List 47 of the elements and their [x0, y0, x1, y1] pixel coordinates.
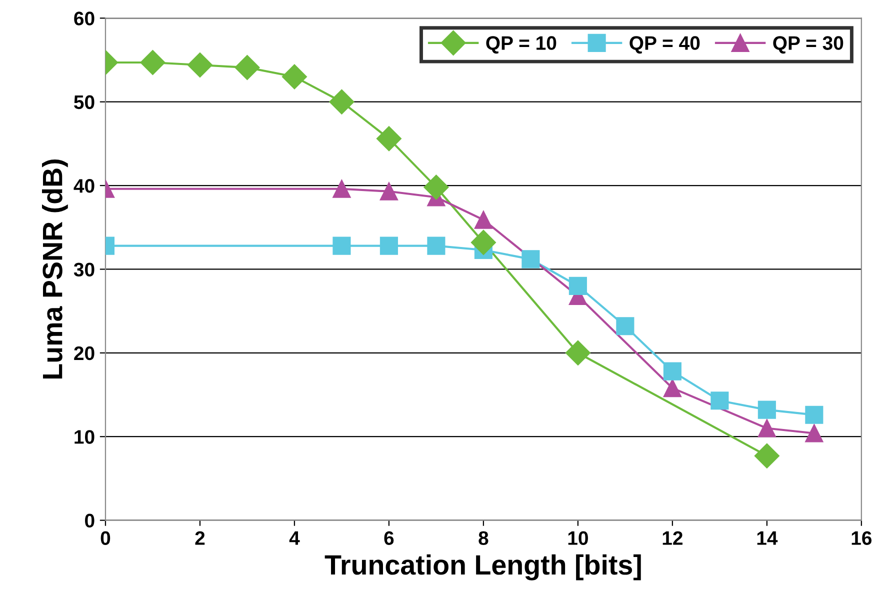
- point: [380, 236, 398, 255]
- x-tick-label: 16: [852, 531, 872, 545]
- point: [332, 236, 351, 255]
- point: [758, 419, 776, 438]
- point: [329, 89, 354, 114]
- y-tick-label: 60: [74, 12, 94, 26]
- y-tick-label: 30: [74, 262, 94, 276]
- legend-label: QP = 30: [773, 36, 844, 54]
- x-tick-label: 12: [662, 531, 682, 545]
- point: [565, 340, 590, 366]
- y-axis-title: Luma PSNR (dB): [42, 159, 68, 378]
- legend-label: QP = 10: [486, 36, 556, 54]
- point: [282, 64, 307, 90]
- x-tick-label: 8: [478, 531, 488, 545]
- point: [376, 126, 402, 152]
- y-tick-label: 0: [85, 514, 94, 528]
- x-axis-title: Truncation Length [bits]: [324, 554, 641, 580]
- point: [470, 230, 496, 255]
- point: [805, 424, 824, 442]
- y-tick-label: 40: [74, 179, 94, 193]
- y-tick-label: 10: [74, 430, 94, 444]
- x-tick-label: 4: [289, 531, 300, 545]
- point: [754, 443, 780, 468]
- point: [616, 317, 634, 336]
- y-tick-label: 20: [74, 346, 94, 360]
- point: [663, 379, 682, 398]
- point: [187, 52, 212, 78]
- point: [805, 406, 824, 424]
- point: [568, 276, 587, 295]
- point: [234, 55, 260, 80]
- point: [758, 400, 776, 419]
- x-tick-label: 14: [757, 531, 778, 545]
- point: [663, 362, 682, 380]
- x-tick-label: 0: [100, 531, 110, 545]
- point: [474, 210, 492, 229]
- x-tick-label: 10: [568, 531, 588, 545]
- legend-label: QP = 40: [630, 36, 700, 54]
- point: [522, 250, 540, 268]
- point: [332, 180, 351, 198]
- point: [424, 174, 449, 200]
- point: [710, 392, 729, 410]
- x-tick-label: 6: [384, 531, 394, 545]
- point: [427, 236, 446, 255]
- point: [140, 50, 166, 75]
- x-tick-label: 2: [195, 531, 205, 545]
- y-tick-label: 50: [74, 95, 94, 110]
- point: [380, 182, 398, 200]
